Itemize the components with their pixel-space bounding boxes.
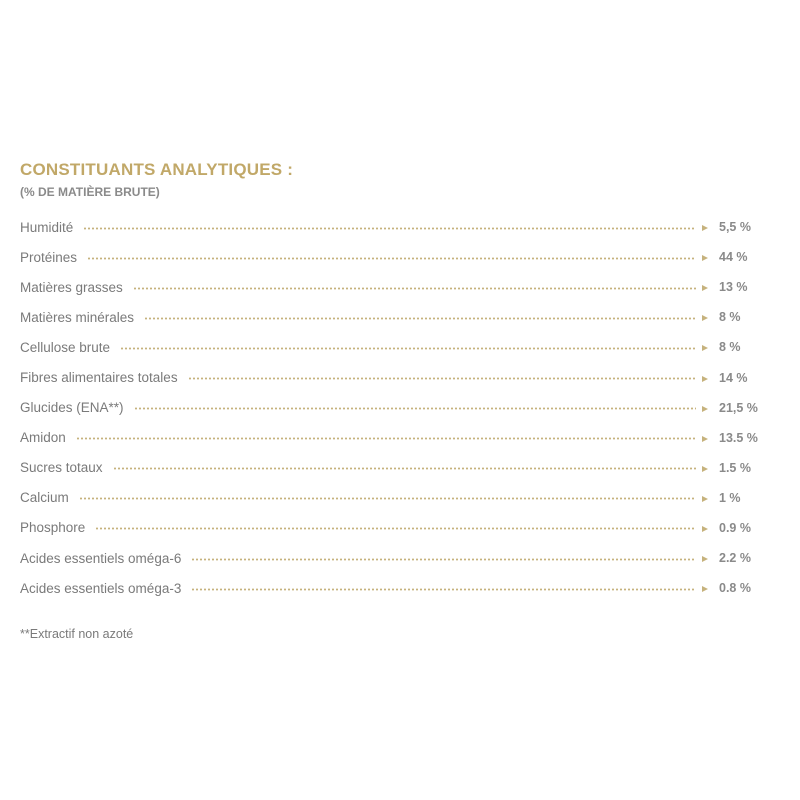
constituent-label: Sucres totaux [20, 460, 103, 476]
constituent-value: 8 % [719, 310, 741, 325]
arrow-icon [702, 375, 708, 382]
constituent-row: Acides essentiels oméga-6 2.2 % [20, 543, 760, 573]
section-subtitle: (% DE MATIÈRE BRUTE) [20, 185, 160, 199]
constituent-label: Acides essentiels oméga-6 [20, 550, 182, 566]
constituent-value: 1.5 % [719, 460, 751, 475]
constituent-label: Matières minérales [20, 309, 135, 325]
constituent-row: Matières grasses 13 % [20, 272, 760, 302]
constituent-row: Sucres totaux 1.5 % [20, 453, 760, 483]
analytical-constituents-panel: CONSTITUANTS ANALYTIQUES : (% DE MATIÈRE… [20, 160, 760, 641]
constituent-label: Acides essentiels oméga-3 [20, 580, 182, 596]
constituent-row: Protéines 44 % [20, 242, 760, 272]
dotted-leader [133, 407, 696, 411]
constituent-value: 5,5 % [719, 220, 751, 235]
arrow-icon [702, 405, 708, 412]
arrow-icon [702, 255, 708, 262]
constituent-value: 13.5 % [719, 430, 758, 445]
arrow-icon [702, 345, 708, 352]
arrow-icon [702, 525, 708, 532]
arrow-icon [702, 495, 708, 502]
constituent-label: Phosphore [20, 520, 86, 536]
constituent-value: 1 % [719, 490, 741, 505]
dotted-leader [132, 286, 696, 290]
constituent-label: Amidon [20, 430, 66, 446]
constituent-row: Amidon 13.5 % [20, 423, 760, 453]
dotted-leader [75, 437, 696, 441]
footnote: **Extractif non azoté [20, 627, 134, 642]
constituent-value: 44 % [719, 250, 748, 265]
constituent-row: Humidité 5,5 % [20, 212, 760, 242]
dotted-leader [191, 587, 696, 591]
constituent-value: 14 % [719, 370, 748, 385]
constituent-label: Calcium [20, 490, 69, 506]
dotted-leader [78, 497, 696, 501]
constituent-label: Matières grasses [20, 279, 123, 295]
constituent-value: 21,5 % [719, 400, 758, 415]
constituent-value: 13 % [719, 280, 748, 295]
arrow-icon [702, 315, 708, 322]
dotted-leader [83, 226, 696, 230]
constituent-row: Calcium 1 % [20, 483, 760, 513]
section-title: CONSTITUANTS ANALYTIQUES : [20, 160, 294, 179]
arrow-icon [702, 556, 708, 563]
constituent-value: 0.8 % [719, 581, 751, 596]
dotted-leader [87, 256, 696, 260]
dotted-leader [191, 557, 696, 561]
constituent-row: Phosphore 0.9 % [20, 513, 760, 543]
arrow-icon [702, 465, 708, 472]
dotted-leader [187, 377, 696, 381]
constituent-row: Cellulose brute 8 % [20, 332, 760, 362]
constituent-row: Acides essentiels oméga-3 0.8 % [20, 573, 760, 603]
dotted-leader [144, 316, 696, 320]
constituent-label: Protéines [20, 249, 78, 265]
dotted-leader [95, 527, 696, 531]
constituent-value: 8 % [719, 340, 741, 355]
constituent-row: Fibres alimentaires totales 14 % [20, 362, 760, 392]
constituent-row: Glucides (ENA**) 21,5 % [20, 393, 760, 423]
constituent-label: Cellulose brute [20, 339, 111, 355]
arrow-icon [702, 435, 708, 442]
arrow-icon [702, 586, 708, 593]
constituents-list: Humidité 5,5 % Protéines 44 % Matières g… [20, 212, 760, 603]
constituent-row: Matières minérales 8 % [20, 302, 760, 332]
arrow-icon [702, 225, 708, 232]
constituent-value: 0.9 % [719, 520, 751, 535]
constituent-label: Glucides (ENA**) [20, 400, 124, 416]
constituent-label: Humidité [20, 219, 74, 235]
dotted-leader [112, 467, 696, 471]
constituent-label: Fibres alimentaires totales [20, 370, 178, 386]
arrow-icon [702, 285, 708, 292]
dotted-leader [120, 346, 696, 350]
constituent-value: 2.2 % [719, 551, 751, 566]
